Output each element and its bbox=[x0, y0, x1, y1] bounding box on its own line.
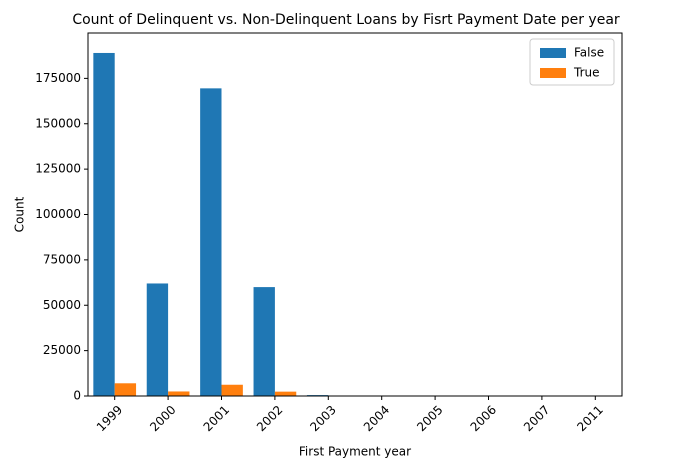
bar-false-2001 bbox=[200, 88, 222, 397]
x-tick-label: 2003 bbox=[307, 403, 338, 434]
x-tick-label: 2007 bbox=[521, 403, 552, 434]
y-tick-label: 125000 bbox=[35, 162, 81, 176]
x-tick-label: 2006 bbox=[468, 403, 499, 434]
bar-true-2002 bbox=[274, 391, 297, 396]
x-tick-label: 2011 bbox=[574, 403, 605, 434]
bar-false-2000 bbox=[146, 283, 169, 396]
x-tick-label: 2004 bbox=[361, 403, 392, 434]
y-axis: 0 25000 50000 75000 100000 125000 150000 175000 bbox=[35, 71, 88, 403]
legend: False True bbox=[529, 38, 615, 86]
bars bbox=[93, 52, 596, 397]
y-tick-label: 150000 bbox=[35, 116, 81, 130]
legend-label-true: True bbox=[573, 66, 600, 80]
x-tick-label: 2002 bbox=[254, 403, 285, 434]
y-tick-label: 100000 bbox=[35, 207, 81, 221]
y-tick-label: 175000 bbox=[35, 71, 81, 85]
x-axis: 1999 2000 2001 2002 2003 2004 2005 2006 2007 2011 bbox=[94, 396, 606, 434]
bar-true-1999 bbox=[114, 383, 137, 396]
x-tick-label: 1999 bbox=[94, 403, 125, 434]
legend-swatch-true bbox=[540, 68, 566, 78]
x-axis-label: First Payment year bbox=[299, 445, 411, 459]
bar-true-2001 bbox=[221, 384, 243, 396]
y-tick-label: 0 bbox=[73, 389, 81, 403]
y-tick-label: 75000 bbox=[43, 252, 81, 266]
x-tick-label: 2005 bbox=[414, 403, 445, 434]
legend-swatch-false bbox=[540, 48, 566, 58]
y-tick-label: 25000 bbox=[43, 343, 81, 357]
y-tick-label: 50000 bbox=[43, 298, 81, 312]
bar-true-2000 bbox=[168, 391, 190, 396]
x-tick-label: 2000 bbox=[147, 403, 178, 434]
y-axis-label: Count bbox=[13, 196, 27, 232]
bar-false-2002 bbox=[253, 287, 275, 396]
bar-false-1999 bbox=[93, 52, 115, 397]
legend-label-false: False bbox=[574, 46, 604, 60]
x-tick-label: 2001 bbox=[201, 403, 232, 434]
chart-title: Count of Delinquent vs. Non-Delinquent L… bbox=[72, 12, 620, 28]
